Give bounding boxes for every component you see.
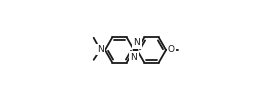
Text: N: N bbox=[134, 38, 140, 48]
Text: O: O bbox=[168, 46, 175, 54]
Text: N: N bbox=[97, 45, 104, 54]
Text: N: N bbox=[131, 52, 137, 62]
